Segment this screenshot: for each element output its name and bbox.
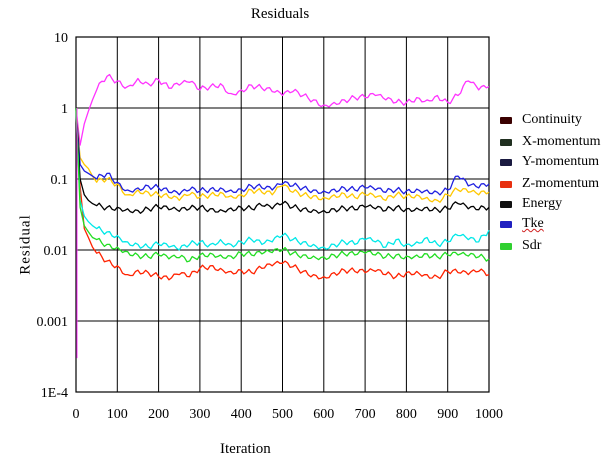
y-tick-label: 0.1 [51, 173, 69, 188]
y-tick-label: 1E-4 [41, 386, 68, 401]
x-tick-label: 800 [396, 407, 417, 422]
legend-label: Continuity [522, 112, 582, 127]
series-line-y-momentum [75, 107, 490, 196]
x-tick-label: 500 [272, 407, 293, 422]
y-tick-label: 0.001 [37, 315, 69, 330]
x-tick-label: 300 [189, 407, 210, 422]
x-tick-label: 700 [355, 407, 376, 422]
legend-swatch [500, 159, 512, 166]
x-tick-label: 200 [148, 407, 169, 422]
y-tick-label: 10 [54, 31, 68, 46]
series-line-energy [75, 107, 490, 214]
chart-title: Residuals [250, 6, 310, 22]
legend-swatch [500, 181, 512, 188]
y-axis-label: Residual [17, 214, 34, 275]
legend: Continuity X-momentum Y-momentum Z-momentum… [500, 112, 605, 272]
legend-swatch [500, 139, 512, 146]
x-tick-label: 900 [437, 407, 458, 422]
legend-label: Energy [522, 196, 563, 211]
x-tick-label: 100 [107, 407, 128, 422]
legend-label: Z-momentum [522, 176, 599, 191]
x-tick-label: 0 [73, 407, 80, 422]
legend-swatch [500, 243, 512, 250]
legend-label: Sdr [522, 238, 542, 253]
legend-swatch [500, 221, 512, 228]
series-line-sdr [75, 107, 490, 263]
legend-label: Y-momentum [522, 154, 599, 169]
series-line-z-momentum [75, 107, 490, 281]
series-line-continuity [75, 73, 490, 146]
x-tick-label: 400 [231, 407, 252, 422]
legend-label: Tke [522, 216, 544, 231]
x-tick-label: 600 [313, 407, 334, 422]
x-axis-label: Iteration [220, 441, 271, 457]
legend-swatch [500, 201, 512, 208]
y-tick-label: 0.01 [44, 244, 69, 259]
series-line-tke [75, 107, 490, 251]
legend-label: X-momentum [522, 134, 601, 149]
y-tick-label: 1 [61, 102, 68, 117]
x-tick-label: 1000 [475, 407, 503, 422]
series-line-x-momentum [75, 107, 490, 203]
legend-swatch [500, 117, 512, 124]
